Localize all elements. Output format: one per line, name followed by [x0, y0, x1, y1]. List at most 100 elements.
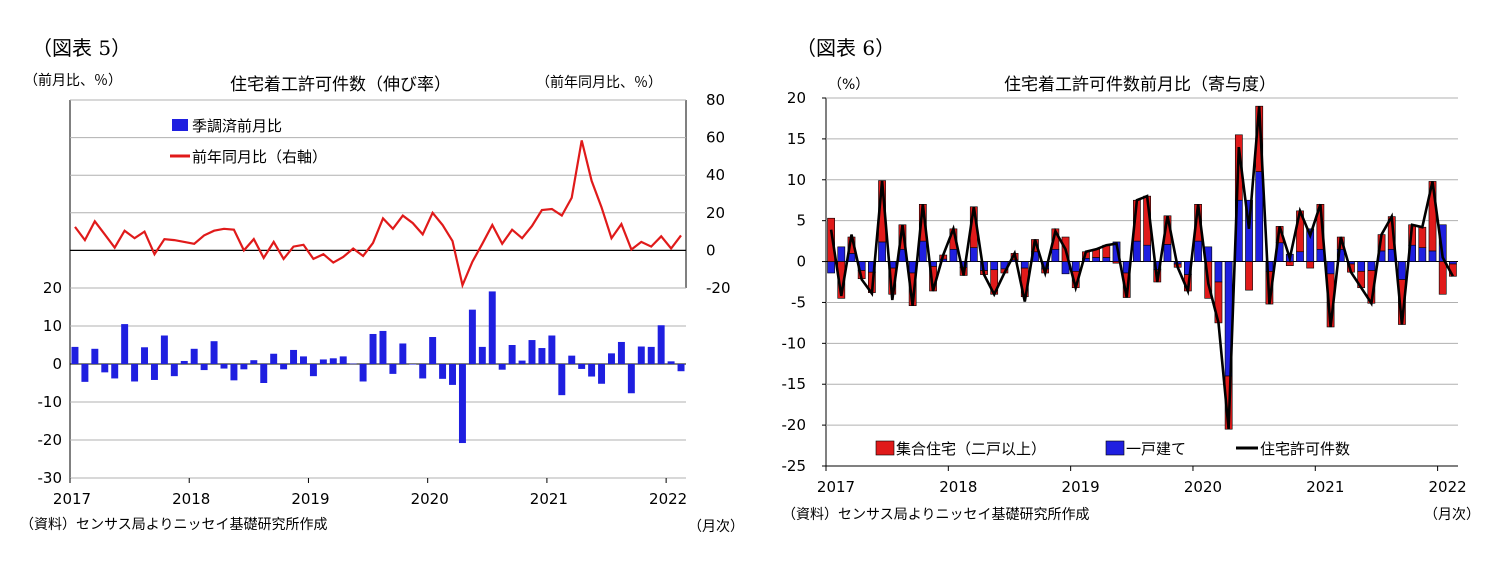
- fig5-bar: [101, 364, 109, 373]
- fig5-x-tick-label: 2021: [530, 490, 568, 508]
- fig5-bar: [429, 337, 437, 364]
- fig6-bar-multi-family: [1418, 226, 1427, 248]
- fig5-x-tick-label: 2018: [172, 490, 210, 508]
- fig6-bar-single-family: [1255, 171, 1264, 262]
- fig5-bar: [200, 364, 208, 371]
- fig6-bar-single-family: [1367, 261, 1376, 271]
- fig6-x-tick-label: 2017: [817, 478, 855, 496]
- fig5-bar: [91, 348, 99, 364]
- fig6-x-unit: （月次）: [1424, 507, 1480, 523]
- fig5-left-unit: （前月比、％）: [24, 73, 122, 89]
- fig6-bar-multi-family: [1306, 261, 1315, 269]
- fig6-y-tick-label: 10: [787, 171, 806, 189]
- fig5-bar: [111, 364, 119, 379]
- fig5-legend-bar-swatch: [172, 119, 188, 131]
- fig5-bar: [478, 346, 486, 364]
- fig5-line-yoy: [74, 140, 682, 289]
- fig6-bar-single-family: [1163, 244, 1172, 262]
- fig5-bar: [170, 364, 178, 377]
- fig6-y-tick-label: -15: [782, 375, 807, 393]
- fig5-bar: [528, 340, 536, 364]
- fig5-legend-line-label: 前年同月比（右軸）: [192, 148, 327, 166]
- fig5-bar: [518, 360, 526, 364]
- fig6-y-unit: （%）: [828, 77, 870, 93]
- figure-5-label: （図表 5）: [32, 36, 132, 60]
- fig6-bar-single-family: [827, 261, 835, 274]
- fig5-bar: [468, 309, 476, 364]
- fig6-bar-single-family: [1418, 247, 1427, 262]
- fig6-legend-multi-swatch: [875, 440, 895, 456]
- fig5-x-tick-label: 2020: [411, 490, 449, 508]
- fig6-y-tick-label: -5: [791, 293, 806, 311]
- fig5-bar: [379, 330, 387, 364]
- fig6-x-tick-label: 2020: [1184, 478, 1222, 496]
- fig6-bar-single-family: [1020, 261, 1029, 269]
- fig5-bar: [588, 364, 596, 377]
- fig6-x-tick-label: 2018: [939, 478, 977, 496]
- fig5-bar: [439, 364, 447, 379]
- fig5-right-tick-label: 60: [706, 129, 725, 147]
- fig6-legend-single-label: 一戸建て: [1126, 440, 1186, 458]
- fig5-bar: [419, 364, 427, 379]
- fig5-bar: [657, 325, 665, 364]
- fig5-title: 住宅着工許可件数（伸び率）: [230, 75, 451, 95]
- fig5-bar: [399, 343, 407, 364]
- fig5-bar: [538, 348, 546, 364]
- fig6-bar-multi-family: [827, 217, 835, 262]
- fig5-bar: [389, 364, 397, 374]
- fig5-bar: [647, 346, 655, 364]
- fig5-left-tick-label: -10: [38, 393, 63, 411]
- fig5-bar: [548, 335, 556, 364]
- fig5-left-tick-label: 0: [52, 355, 62, 373]
- fig5-bar: [508, 345, 516, 364]
- fig6-bar-single-family: [1214, 261, 1223, 283]
- fig5-bar: [578, 364, 586, 369]
- fig5-bar: [369, 333, 377, 364]
- fig5-bar: [280, 364, 288, 370]
- fig6-bar-single-family: [1326, 261, 1335, 275]
- fig5-legend-bar-label: 季調済前月比: [192, 117, 282, 135]
- fig5-bar: [359, 364, 367, 382]
- fig6-bar-multi-family: [1245, 261, 1253, 291]
- fig6-y-tick-label: -10: [782, 334, 807, 352]
- fig6-y-tick-label: -20: [782, 416, 807, 434]
- fig6-bar-single-family: [990, 261, 999, 271]
- fig6-x-tick-label: 2021: [1306, 478, 1344, 496]
- fig5-bar: [240, 364, 248, 370]
- fig5-right-tick-label: 20: [706, 204, 725, 222]
- fig5-bar: [329, 358, 337, 364]
- fig5-bar: [71, 346, 79, 364]
- fig6-y-tick-label: 20: [787, 89, 806, 107]
- fig5-x-tick-label: 2017: [53, 490, 91, 508]
- fig5-bar: [309, 364, 317, 377]
- fig5-bar: [637, 346, 645, 364]
- fig5-x-unit: （月次）: [688, 519, 744, 535]
- fig6-legend-single-swatch: [1105, 440, 1125, 456]
- fig6-bar-single-family: [1102, 257, 1111, 262]
- fig5-bar: [220, 364, 228, 369]
- fig5-bar: [250, 360, 258, 364]
- fig6-bar-single-family: [1398, 261, 1406, 280]
- fig5-left-tick-label: 20: [43, 279, 62, 297]
- fig5-bar: [150, 364, 158, 380]
- fig6-bar-single-family: [1133, 240, 1141, 262]
- fig6-legend-multi-label: 集合住宅（二戸以上）: [896, 440, 1046, 458]
- fig5-right-tick-label: -20: [706, 279, 731, 297]
- fig5-left-tick-label: -20: [38, 431, 63, 449]
- fig6-bar-single-family: [1316, 248, 1325, 262]
- fig5-bar: [160, 335, 168, 364]
- fig6-bar-single-family: [1143, 244, 1151, 262]
- fig5-bar: [349, 363, 357, 365]
- fig6-bar-multi-family: [1438, 261, 1447, 295]
- fig5-bar: [568, 355, 576, 364]
- fig6-bar-single-family: [969, 247, 978, 262]
- fig5-right-tick-label: 40: [706, 166, 725, 184]
- fig6-source: （資料）センサス局よりニッセイ基礎研究所作成: [782, 507, 1090, 523]
- fig5-bar: [290, 349, 298, 364]
- fig5-bar: [667, 361, 675, 364]
- fig6-y-tick-label: 5: [796, 212, 806, 230]
- fig5-bar: [558, 364, 566, 396]
- fig5-bar: [121, 324, 129, 364]
- fig6-y-tick-label: -25: [782, 457, 807, 475]
